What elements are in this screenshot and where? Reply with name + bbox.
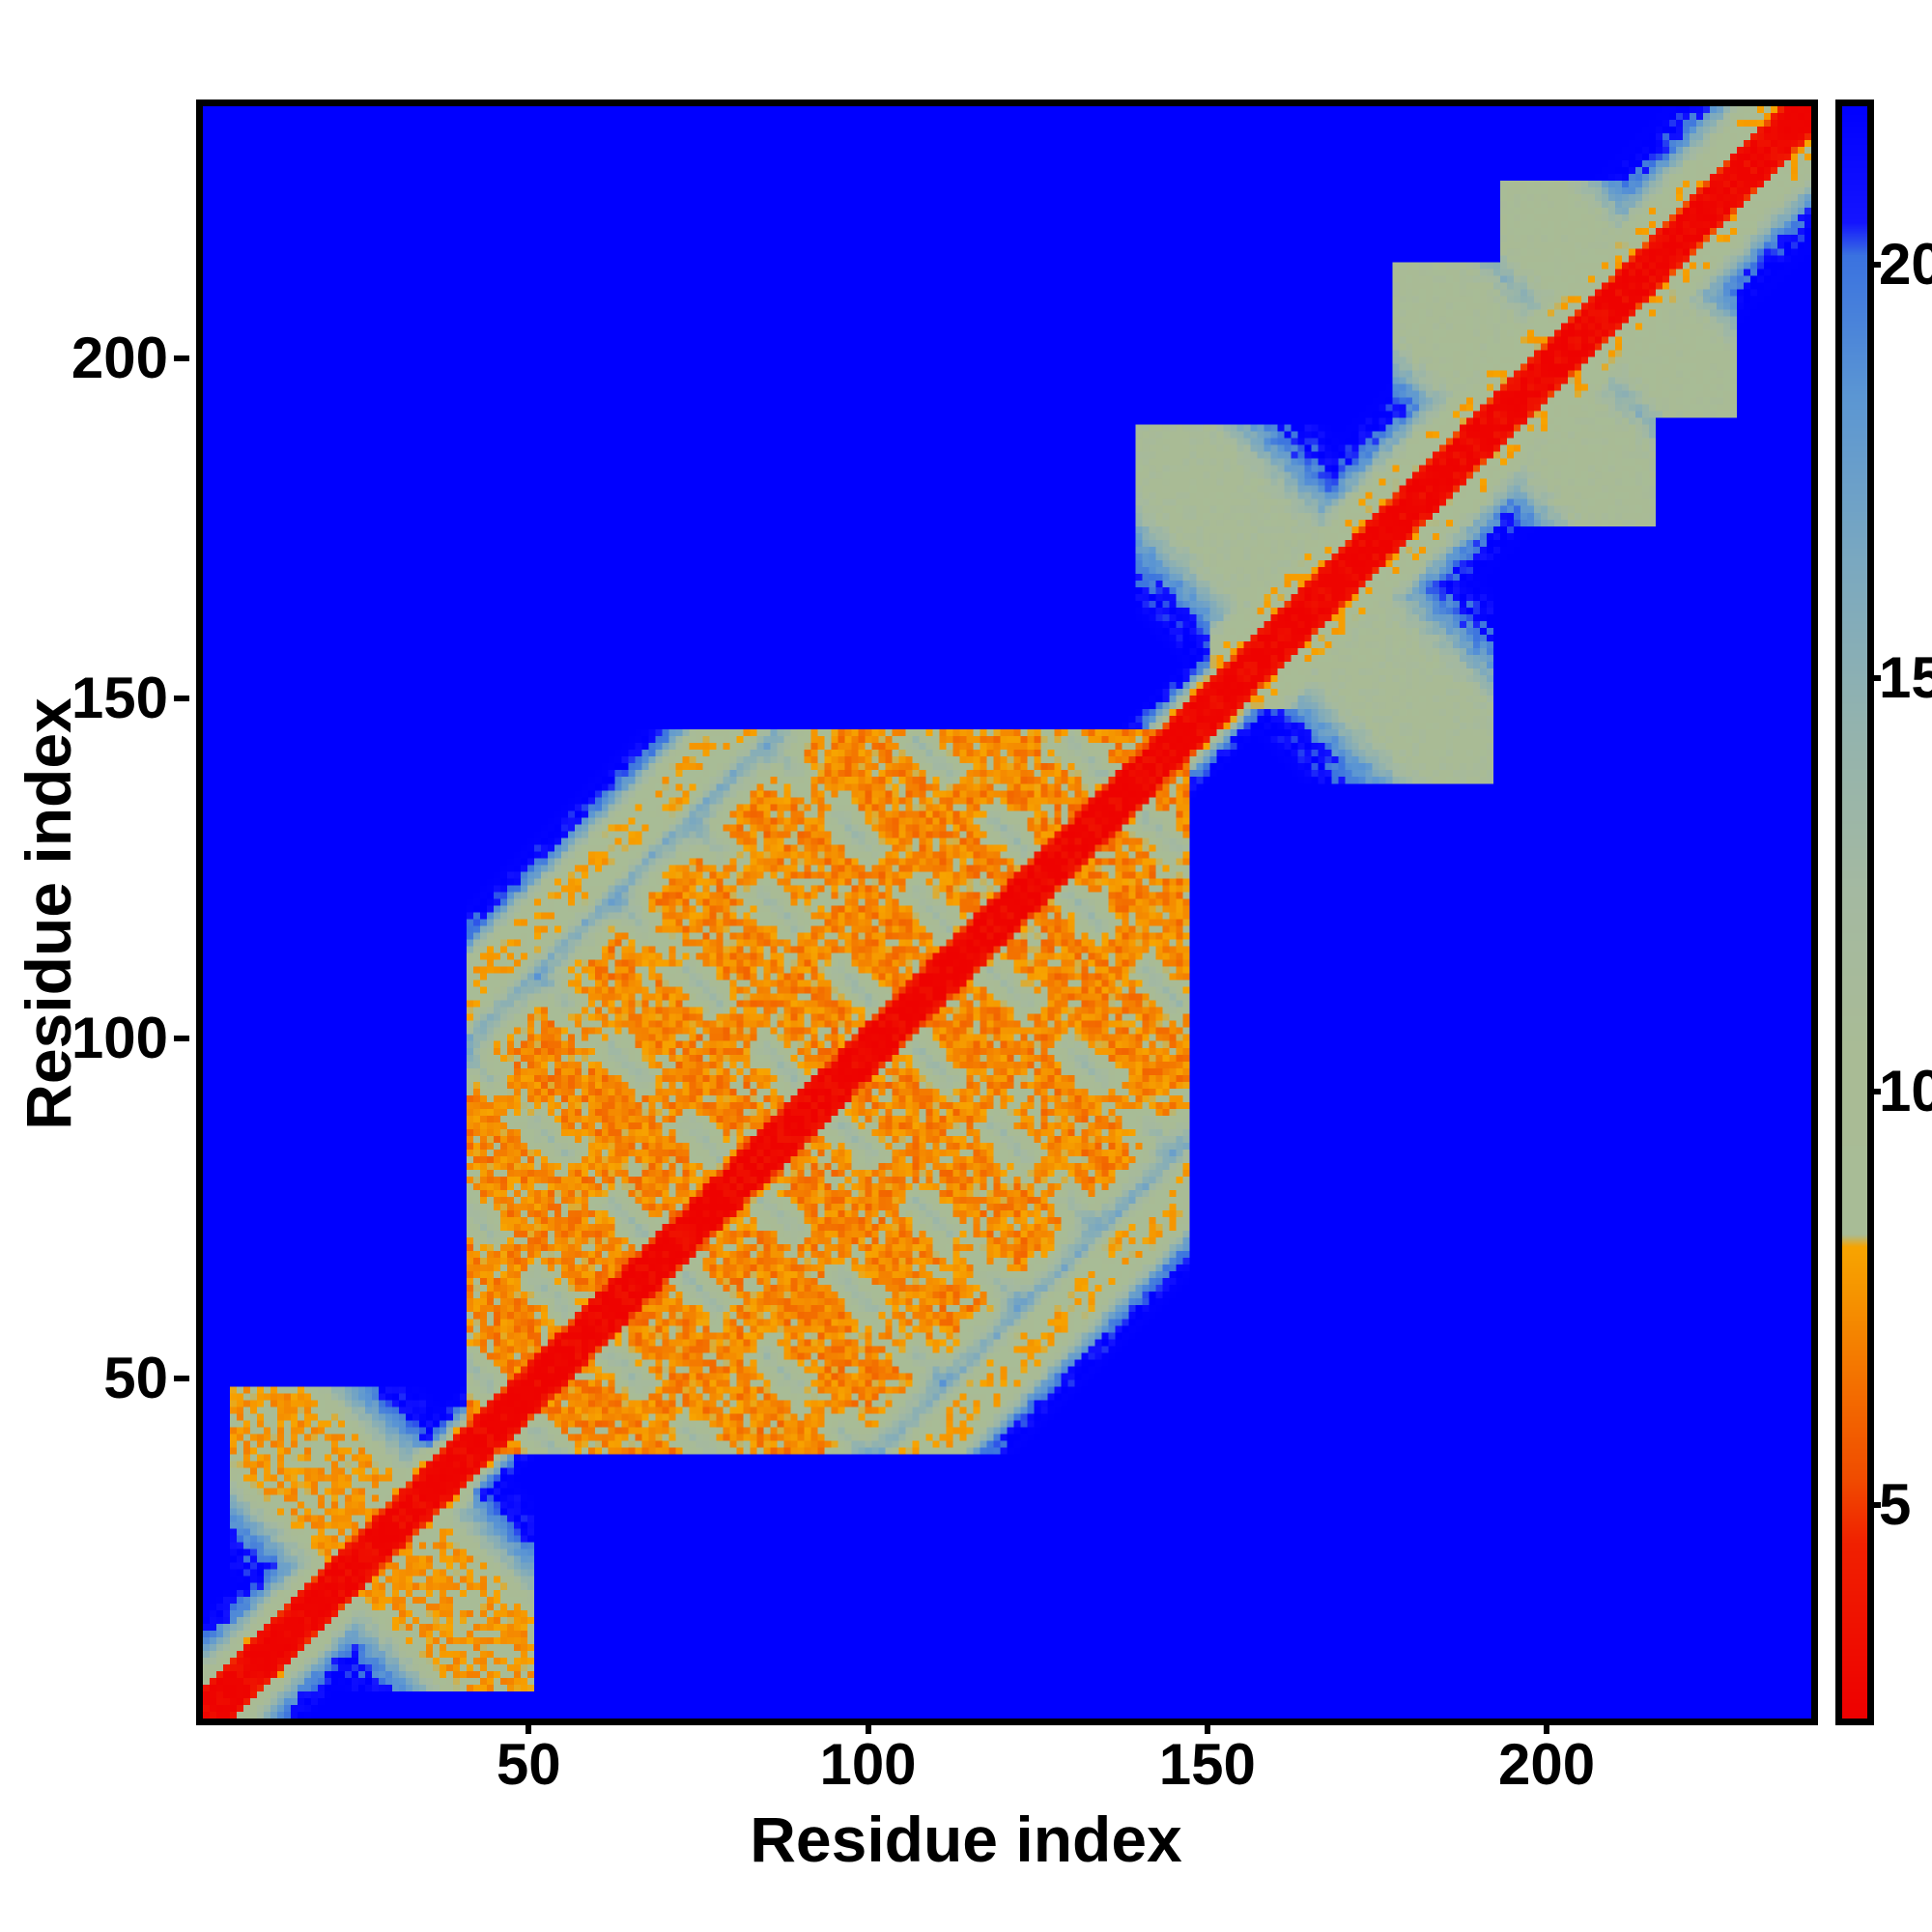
colorbar-tick-mark <box>1867 262 1881 269</box>
x-tick-label: 50 <box>496 1732 561 1797</box>
y-tick-mark <box>174 1035 189 1041</box>
x-tick-label: 150 <box>1158 1732 1256 1797</box>
colorbar-tick-label: 5 <box>1879 1472 1912 1538</box>
y-tick-label: 200 <box>71 325 168 390</box>
colorbar <box>1835 99 1874 1725</box>
y-axis-title: Residue index <box>13 697 84 1130</box>
heatmap-plot-area <box>196 99 1818 1725</box>
colorbar-tick-label: 20 <box>1879 232 1932 298</box>
y-tick-mark <box>174 355 189 361</box>
colorbar-tick-mark <box>1867 675 1881 682</box>
colorbar-tick-label: 10 <box>1879 1059 1932 1124</box>
colorbar-tick-mark <box>1867 1502 1881 1509</box>
x-tick-mark <box>865 1719 871 1734</box>
x-tick-mark <box>526 1719 532 1734</box>
x-tick-mark <box>1544 1719 1550 1734</box>
distance-map-heatmap <box>203 106 1811 1719</box>
y-tick-label: 50 <box>103 1345 168 1410</box>
y-tick-label: 150 <box>71 665 168 730</box>
colorbar-tick-label: 15 <box>1879 645 1932 711</box>
y-tick-mark <box>174 1375 189 1381</box>
y-tick-mark <box>174 695 189 701</box>
colorbar-tick-mark <box>1867 1089 1881 1095</box>
x-tick-label: 200 <box>1497 1732 1596 1797</box>
colorbar-gradient <box>1842 106 1867 1719</box>
x-tick-mark <box>1204 1719 1210 1734</box>
y-tick-label: 100 <box>71 1005 168 1070</box>
x-tick-label: 100 <box>819 1732 917 1797</box>
x-axis-title: Residue index <box>750 1804 1182 1875</box>
